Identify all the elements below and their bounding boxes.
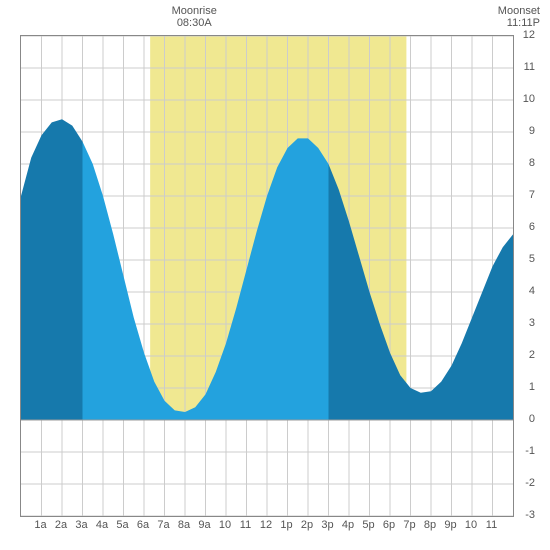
moonrise-time: 08:30A bbox=[164, 17, 224, 29]
x-tick-label: 6p bbox=[383, 519, 395, 531]
x-axis: 1a 2a 3a 4a 5a 6a 7a 8a 9a 10 11 12 1p 2p 3p 4p 5p 6p 7p 8p… bbox=[20, 519, 512, 537]
x-tick-label: 5p bbox=[362, 519, 374, 531]
x-tick-label: 4p bbox=[342, 519, 354, 531]
y-tick-label: -3 bbox=[525, 509, 535, 521]
plot-area bbox=[20, 35, 514, 517]
y-tick-label: 2 bbox=[529, 349, 535, 361]
moonset-annotation: Moonset 11:11P bbox=[480, 5, 540, 29]
x-tick-label: 8a bbox=[178, 519, 190, 531]
moonrise-annotation: Moonrise 08:30A bbox=[164, 5, 224, 29]
y-tick-label: 3 bbox=[529, 317, 535, 329]
x-tick-label: 9a bbox=[198, 519, 210, 531]
chart-header: Moonrise 08:30A Moonset 11:11P bbox=[5, 5, 545, 35]
moonrise-title: Moonrise bbox=[164, 5, 224, 17]
x-tick-label: 1a bbox=[34, 519, 46, 531]
y-tick-label: 8 bbox=[529, 157, 535, 169]
x-tick-label: 8p bbox=[424, 519, 436, 531]
x-tick-label: 9p bbox=[444, 519, 456, 531]
y-tick-label: 11 bbox=[524, 61, 535, 73]
x-tick-label: 12 bbox=[260, 519, 272, 531]
y-tick-label: 6 bbox=[529, 221, 535, 233]
y-tick-label: 5 bbox=[529, 253, 535, 265]
x-tick-label: 4a bbox=[96, 519, 108, 531]
y-tick-label: 10 bbox=[523, 93, 535, 105]
y-tick-label: 4 bbox=[529, 285, 535, 297]
x-tick-label: 11 bbox=[240, 519, 251, 531]
x-tick-label: 10 bbox=[465, 519, 477, 531]
x-tick-label: 10 bbox=[219, 519, 231, 531]
plot-svg bbox=[21, 36, 513, 516]
y-tick-label: 12 bbox=[523, 29, 535, 41]
x-tick-label: 1p bbox=[280, 519, 292, 531]
y-tick-label: 0 bbox=[529, 413, 535, 425]
moonset-time: 11:11P bbox=[480, 17, 540, 29]
x-tick-label: 7p bbox=[403, 519, 415, 531]
y-tick-label: 7 bbox=[529, 189, 535, 201]
y-tick-label: -2 bbox=[525, 477, 535, 489]
x-tick-label: 3a bbox=[75, 519, 87, 531]
x-tick-label: 3p bbox=[321, 519, 333, 531]
x-tick-label: 11 bbox=[486, 519, 497, 531]
moonset-title: Moonset bbox=[480, 5, 540, 17]
tide-chart: Moonrise 08:30A Moonset 11:11P 121110987… bbox=[5, 5, 545, 545]
x-tick-label: 5a bbox=[116, 519, 128, 531]
y-tick-label: 1 bbox=[529, 381, 535, 393]
y-tick-label: 9 bbox=[529, 125, 535, 137]
x-tick-label: 6a bbox=[137, 519, 149, 531]
y-axis: 1211109876543210-1-2-3 bbox=[513, 35, 535, 515]
x-tick-label: 2a bbox=[55, 519, 67, 531]
x-tick-label: 2p bbox=[301, 519, 313, 531]
y-tick-label: -1 bbox=[525, 445, 535, 457]
x-tick-label: 7a bbox=[157, 519, 169, 531]
